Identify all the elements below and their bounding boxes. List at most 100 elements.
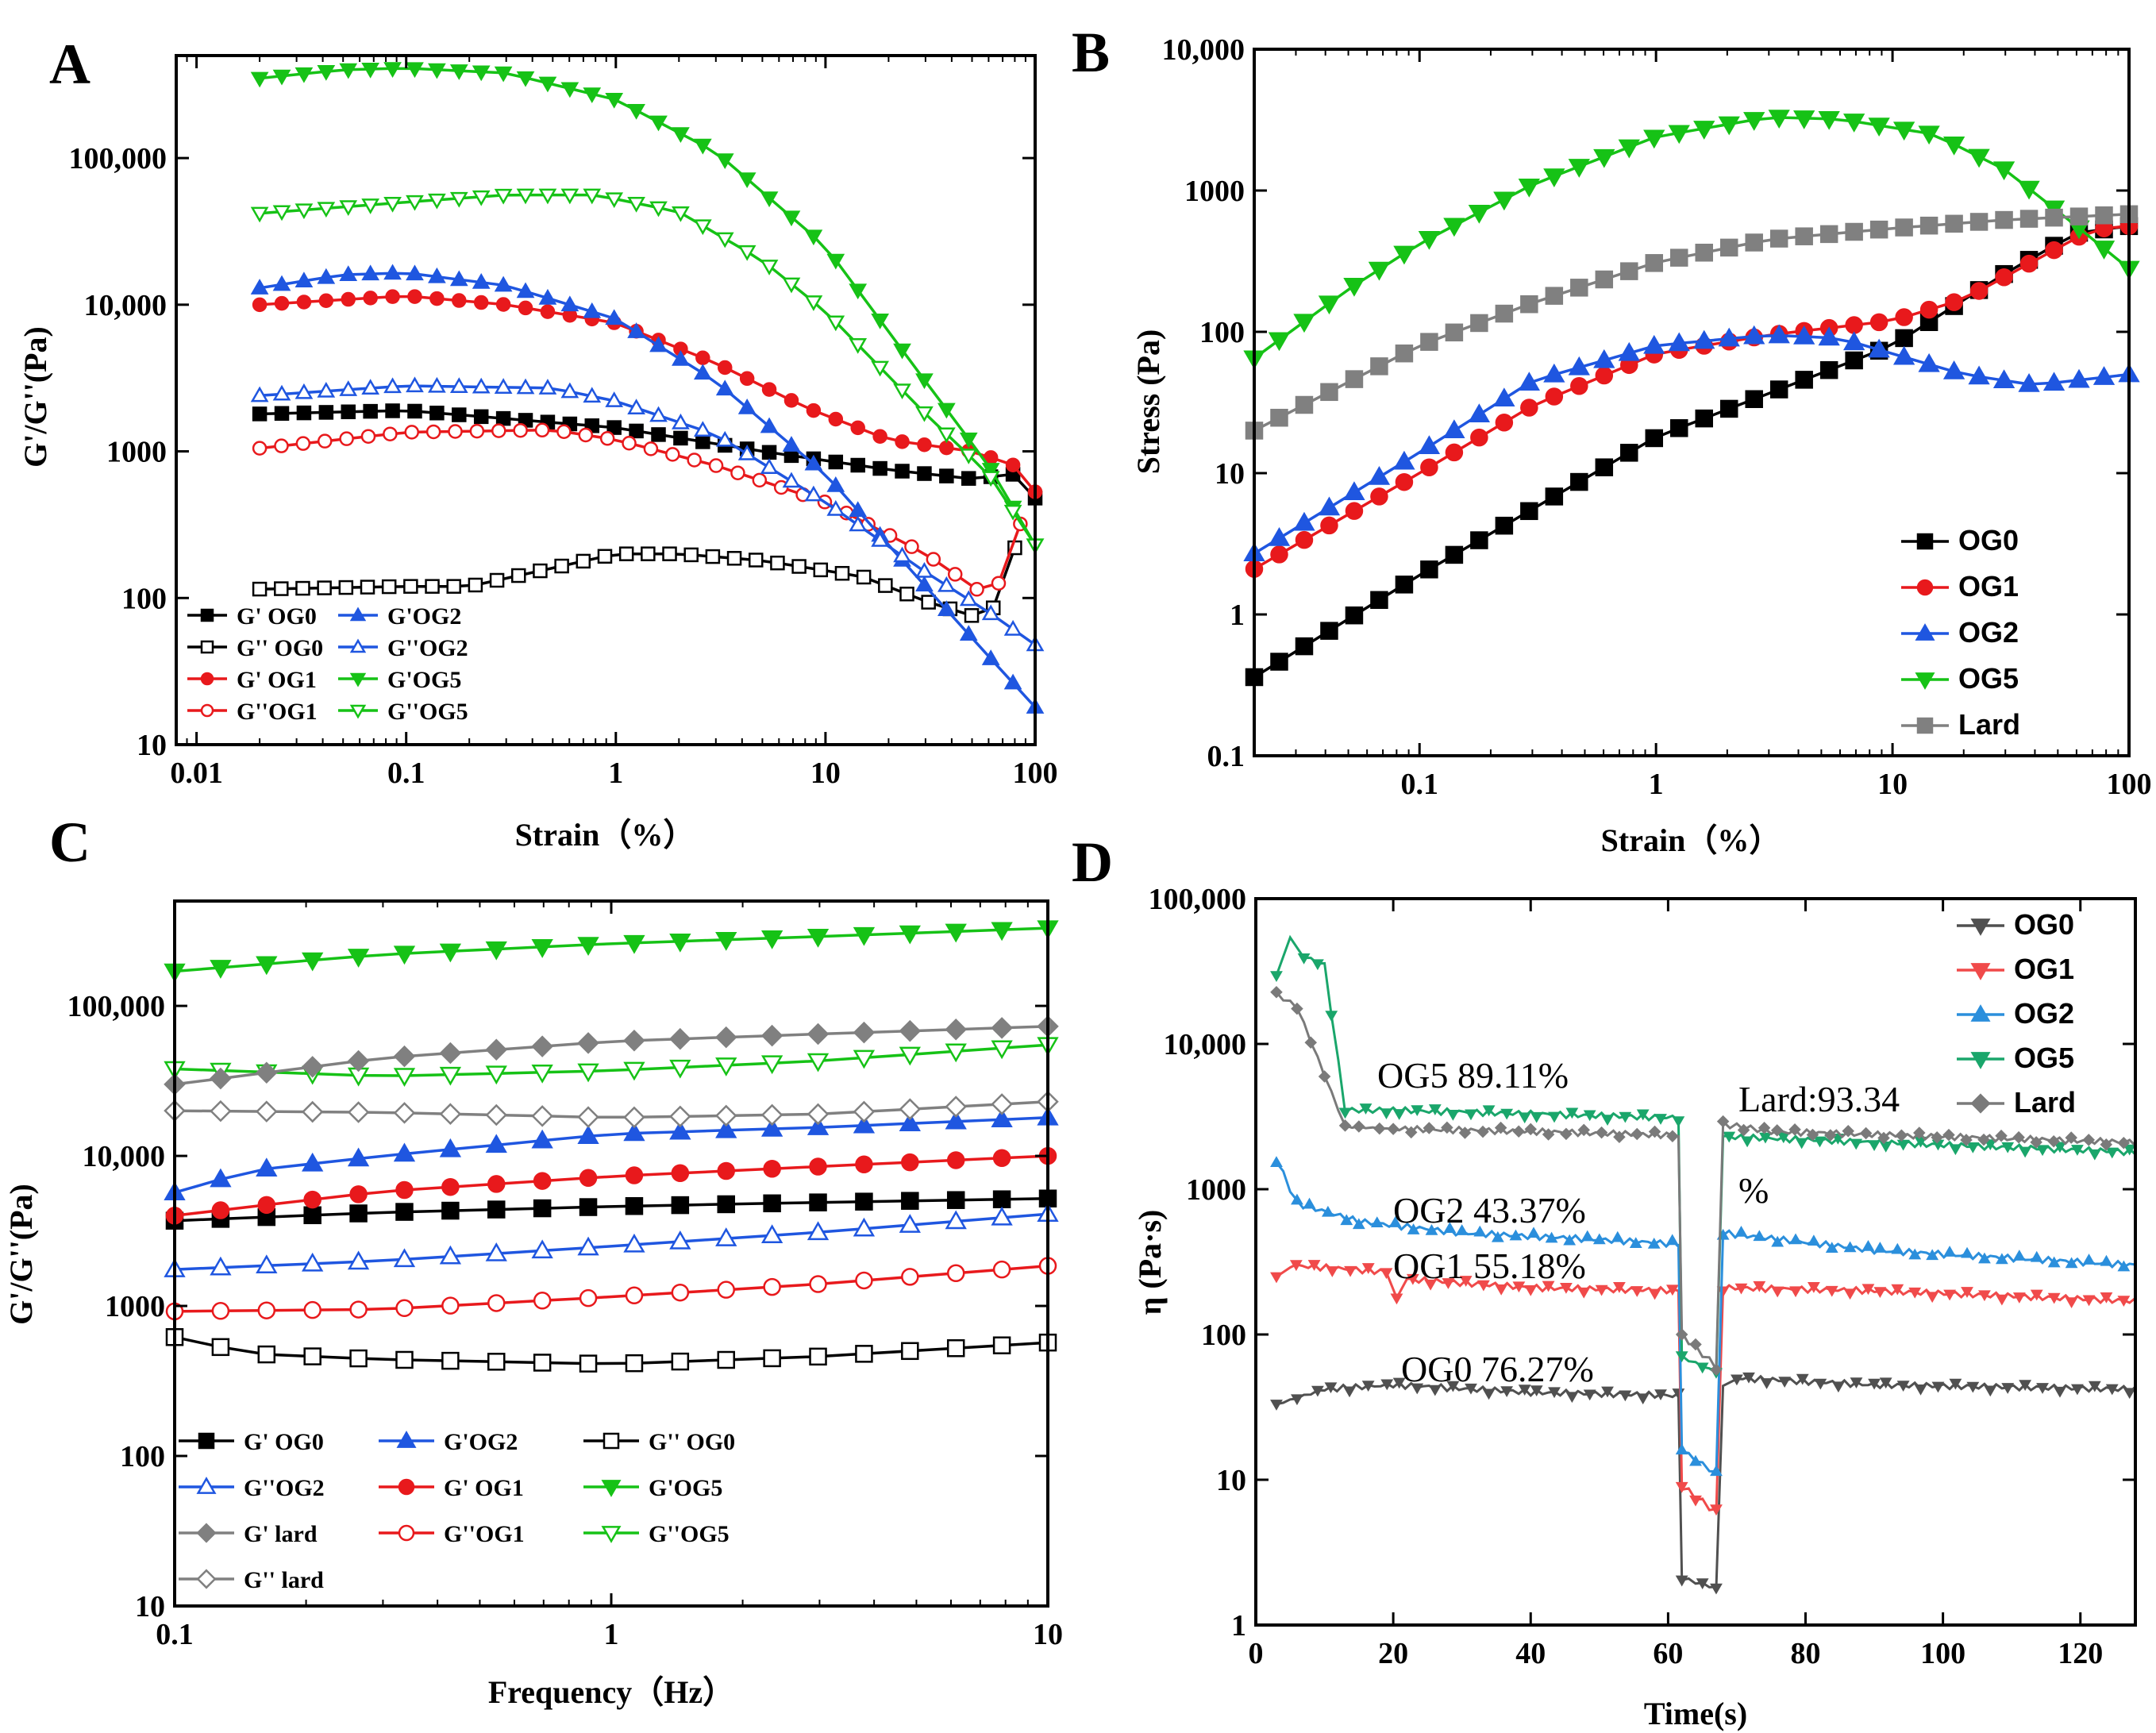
panel-d-og2-point: [1689, 1454, 1702, 1466]
panel-d-og0-point: [1324, 1382, 1338, 1394]
panel-a-g-og2-point: [693, 364, 712, 380]
panel-d-lard-point: [1737, 1123, 1750, 1137]
panel-a-g-og0-point: [597, 549, 613, 564]
panel-d-legend-swatch-marker: [1970, 1052, 1991, 1069]
panel-c-g-og5-point: [485, 941, 507, 961]
panel-a-g-og2-point: [605, 309, 624, 325]
panel-d-og2-point: [1509, 1229, 1523, 1241]
panel-d-lard-point: [1666, 1130, 1679, 1143]
panel-a-g-og2-point: [339, 265, 358, 281]
panel-c-legend-swatch-marker: [196, 1477, 217, 1494]
panel-d-og0-point: [1601, 1386, 1614, 1398]
panel-b-og1-point: [2045, 241, 2063, 260]
panel-a-g-og2-point: [959, 590, 978, 607]
panel-a-g-og2-point: [672, 413, 690, 429]
panel-d-og0-point: [1731, 1374, 1743, 1386]
panel-a-g-og5-point: [959, 449, 978, 464]
panel-b-og1-point: [1595, 366, 1614, 385]
panel-c-g-lard-point: [714, 1104, 737, 1127]
panel-a-g-og0-point: [403, 579, 418, 594]
panel-c-g-og0-point: [809, 1347, 827, 1366]
panel-d-legend-label: OG2: [2014, 997, 2074, 1030]
panel-a-g-og1-point: [469, 423, 485, 439]
panel-c-g-lard-point: [945, 1018, 967, 1041]
panel-d-legend-swatch-marker: [1970, 1004, 1991, 1022]
panel-a-g-og5-point: [494, 66, 513, 83]
panel-b-og0-point: [1470, 531, 1488, 549]
panel-c-g-og0-point: [763, 1349, 781, 1368]
panel-a-g-og0-point: [683, 547, 699, 563]
panel-d-og5-point: [1949, 1144, 1962, 1156]
panel-c-g-og0-point: [533, 1354, 552, 1372]
panel-c-g-og0-point: [533, 1199, 552, 1218]
panel-d-og1-point: [1891, 1284, 1904, 1296]
panel-b-og5-line: [1253, 116, 2131, 360]
panel-a-g-og5-point: [383, 196, 402, 213]
panel-a-y-tick-label: 10: [137, 729, 167, 762]
panel-c-g-og5-point: [899, 1046, 921, 1066]
panel-a-g-og0-point: [726, 551, 742, 566]
panel-d-x-tick-label: 60: [1653, 1637, 1683, 1670]
panel-c-g-lard-point: [623, 1029, 645, 1052]
panel-b-og1-point: [1945, 293, 1963, 311]
panel-a-g-og5-point: [715, 232, 734, 248]
panel-d-lard-point: [1630, 1127, 1644, 1141]
panel-d-lard-point: [1595, 1126, 1608, 1139]
panel-a-g-og0-point: [834, 565, 850, 581]
panel-d-og0-point: [1465, 1383, 1477, 1395]
panel-b-series-og5: [1243, 110, 2140, 370]
panel-d-og5-point: [1500, 1108, 1514, 1120]
panel-a-g-og5-point: [472, 190, 491, 206]
panel-c-series-g-og5: [164, 1037, 1059, 1087]
panel-c-g-og2-point: [210, 1168, 232, 1188]
panel-d-lard-point: [1675, 1328, 1688, 1341]
panel-d-og1-point: [1361, 1263, 1375, 1274]
panel-b-legend-swatch-marker: [1915, 623, 1935, 641]
panel-a-g-og2-point: [560, 382, 579, 399]
panel-d-legend-label: OG1: [2014, 953, 2074, 985]
panel-a-g-og2-point: [715, 379, 734, 396]
panel-b-og2-point: [1368, 466, 1391, 485]
panel-a-g-og5-point: [317, 202, 336, 218]
panel-b-og5-point: [1992, 161, 2015, 181]
panel-c-legend-swatch-marker: [601, 1480, 622, 1497]
panel-c-series-g-lard: [164, 1015, 1059, 1096]
panel-b-lard-point: [1420, 333, 1438, 351]
panel-c-g-og2-point: [302, 1152, 324, 1172]
panel-b-lard-point: [1445, 323, 1464, 342]
panel-d-lard-point: [1806, 1128, 1819, 1142]
panel-a-g-og2-point: [1003, 673, 1022, 690]
panel-b-lard-point: [1895, 218, 1913, 237]
panel-a-g-og1-point: [473, 295, 489, 310]
panel-b-og5-point: [1343, 277, 1365, 297]
panel-b-og5-point: [1693, 121, 1715, 140]
panel-c-g-og5-point: [256, 956, 278, 976]
panel-b-og2-point: [1518, 372, 1541, 391]
panel-c-x-ticks: 0.1 1 10: [156, 901, 1063, 1651]
panel-d-x-tick-label: 120: [2058, 1637, 2103, 1670]
panel-c-g-og2-point: [853, 1114, 876, 1134]
panel-a-g-og5-point: [649, 201, 668, 218]
panel-b-series-og0: [1245, 217, 2139, 687]
panel-a-g-og0-point: [338, 580, 354, 595]
panel-d-og0-point: [1482, 1388, 1496, 1400]
panel-c-series-g-og1: [165, 1146, 1057, 1225]
panel-d-lard-line: [1275, 991, 2137, 1375]
panel-c-g-og1-point: [992, 1260, 1011, 1279]
panel-a-g-og2-point: [937, 600, 956, 617]
panel-a-g-og5-point: [1003, 504, 1022, 521]
panel-a-g-og2-point: [317, 382, 336, 398]
panel-c-g-lard-point: [347, 1049, 370, 1073]
panel-a-g-og0-point: [964, 608, 980, 623]
panel-b-lard-point: [1670, 248, 1688, 267]
panel-b-og2-point: [2068, 368, 2090, 388]
panel-c-g-og0-point: [257, 1345, 276, 1364]
panel-a-g-og5-point: [494, 188, 513, 205]
panel-d-og5-point: [1795, 1138, 1808, 1150]
panel-c-g-og2-point: [715, 1119, 737, 1138]
panel-c-g-og2-point: [715, 1227, 737, 1246]
panel-d-og2-point: [1710, 1465, 1723, 1477]
panel-a-g-og1-point: [717, 360, 733, 375]
panel-a-g-og1-point: [991, 576, 1007, 591]
panel-d-og1-point: [2065, 1297, 2078, 1308]
